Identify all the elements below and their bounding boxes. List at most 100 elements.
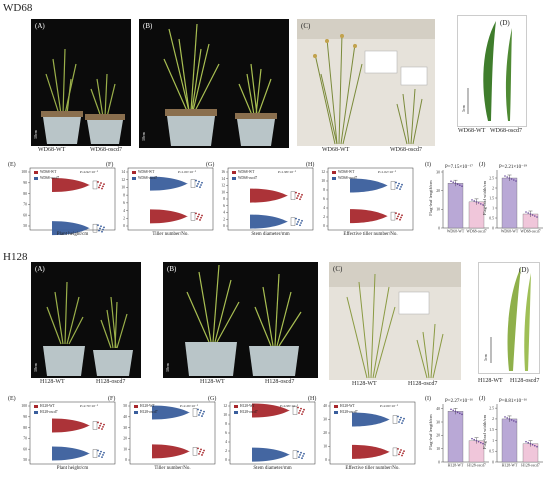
data-point	[403, 417, 405, 420]
y-tick-label: 1	[492, 439, 494, 443]
legend-label: WD68-WT	[338, 170, 355, 174]
data-point	[475, 201, 478, 203]
photo-caption: H128-WT	[352, 381, 377, 387]
data-point	[400, 186, 402, 188]
data-point	[475, 439, 478, 442]
data-point	[477, 440, 480, 443]
data-point	[401, 454, 403, 457]
y-tick-label: 16	[221, 170, 225, 174]
y-tick-label: 20	[436, 434, 440, 438]
box	[292, 406, 298, 415]
box	[92, 421, 98, 430]
photo-a-wd68: (A) 10cm	[31, 19, 131, 146]
data-point	[202, 451, 204, 454]
data-point	[300, 451, 302, 454]
data-point	[200, 448, 202, 451]
legend-label: WD68-oscd7	[138, 176, 158, 180]
data-point	[301, 457, 303, 460]
photo-c-wd68: (C)	[297, 19, 435, 146]
y-tick-label: 0.5	[489, 450, 494, 454]
data-point	[529, 213, 532, 215]
legend-swatch	[232, 177, 236, 180]
data-point	[473, 438, 475, 441]
y-tick-label: 2	[492, 417, 494, 421]
data-point	[197, 447, 199, 450]
data-point	[473, 200, 475, 202]
data-point	[297, 195, 299, 197]
data-point	[97, 224, 99, 227]
y-tick-label: 6	[223, 204, 225, 208]
data-point	[297, 221, 299, 223]
data-point	[98, 229, 100, 232]
data-point	[515, 421, 517, 423]
y-tick-label: 2	[123, 216, 125, 220]
panel-label: (H)	[308, 396, 317, 402]
y-tick-label: 100	[21, 404, 27, 408]
y-tick-label: 12	[321, 170, 325, 174]
legend-label: WD68-WT	[138, 170, 155, 174]
data-point	[98, 427, 100, 429]
box	[92, 449, 98, 458]
data-point	[103, 451, 105, 454]
mutant-distribution	[352, 412, 405, 427]
photo-caption: H128-WT	[200, 379, 225, 385]
data-point	[97, 449, 99, 452]
wt-distribution	[52, 177, 105, 192]
data-point	[508, 418, 511, 420]
y-tick-label: 1.5	[489, 428, 494, 432]
data-point	[398, 421, 400, 423]
x-tick-label: H128-WT	[448, 464, 464, 468]
p-value: P=1.02×10⁻⁹	[378, 170, 397, 174]
data-point	[402, 420, 404, 422]
scale-bar-label: 5cm	[483, 354, 488, 361]
data-point	[102, 454, 104, 456]
data-point	[97, 181, 99, 183]
data-point	[103, 423, 105, 426]
panel-label: (J)	[479, 396, 486, 402]
p-value: P=2.00×10⁻⁹	[380, 404, 399, 408]
bar-chart: (J) P=2.21×10⁻¹⁹ 0 0.5 1 1.5 2 2.5 Flag-leaf wid…	[479, 162, 543, 238]
data-point	[397, 415, 399, 418]
y-tick-label: 40	[123, 415, 127, 419]
p-value: P=2.21×10⁻¹⁹	[499, 165, 528, 170]
plot-canvas: 50 60 70 80 90 100	[21, 401, 116, 465]
data-point	[400, 216, 402, 219]
data-point	[456, 411, 459, 414]
bar-chart: (I) P=7.15×10⁻¹⁷ 0 10 20 30 Flag-leaf length/c…	[425, 162, 489, 238]
data-point	[100, 225, 102, 228]
data-point	[397, 184, 399, 187]
data-point	[450, 408, 452, 411]
box	[190, 179, 196, 188]
data-point	[101, 187, 103, 190]
legend-swatch	[132, 177, 136, 180]
x-axis-label: Effective tiller number/No.	[345, 466, 400, 471]
y-tick-label: 2	[492, 186, 494, 190]
data-point	[508, 177, 511, 179]
x-axis-label: Tiller number/No.	[154, 466, 191, 471]
legend-swatch	[34, 405, 38, 408]
data-point	[200, 184, 202, 186]
plot-canvas: 0 2 4 6 8 10 12 14 16	[221, 167, 314, 231]
data-point	[101, 230, 103, 233]
x-axis-label: Stem diameter/mm	[253, 466, 292, 471]
data-point	[506, 417, 508, 419]
box	[392, 415, 398, 424]
y-tick-label: 14	[221, 177, 225, 181]
data-point	[398, 182, 400, 185]
photo-caption: H128-WT	[40, 379, 65, 385]
data-point	[196, 185, 198, 187]
y-tick-label: 0	[438, 226, 440, 230]
panel-label: (A)	[35, 265, 45, 273]
y-tick-label: 0.5	[489, 216, 494, 220]
data-point	[456, 183, 459, 185]
data-point	[200, 216, 202, 219]
photo-c-h128: (C)	[329, 262, 461, 380]
data-point	[300, 222, 302, 224]
wt-distribution	[152, 444, 205, 459]
y-axis-label: Flag-leaf width/cm	[482, 414, 487, 449]
data-point	[103, 226, 105, 229]
y-tick-label: 70	[23, 203, 27, 207]
p-value: P=2.27×10⁻¹⁶	[445, 399, 474, 404]
legend-label: H128-WT	[340, 404, 355, 408]
panel-label: (F)	[108, 396, 116, 402]
